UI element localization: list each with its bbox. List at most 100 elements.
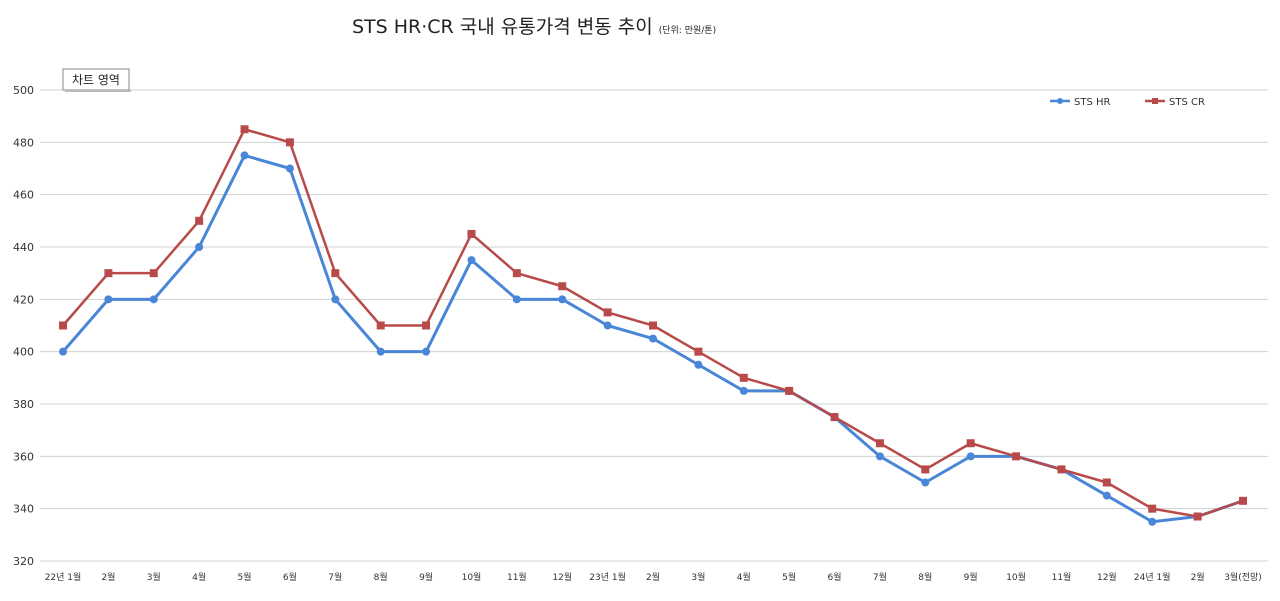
x-tick-label: 2월 bbox=[1191, 571, 1205, 583]
chart-area-label-shadow bbox=[65, 90, 131, 92]
data-point bbox=[1102, 491, 1111, 500]
chart-area-label-text: 차트 영역 bbox=[72, 73, 120, 87]
data-point bbox=[1057, 465, 1066, 474]
data-point bbox=[649, 321, 657, 330]
data-point bbox=[285, 138, 294, 147]
series-sts-hr bbox=[59, 151, 1247, 526]
data-point bbox=[467, 256, 476, 265]
y-tick-label: 340 bbox=[13, 503, 34, 516]
x-tick-label: 2월 bbox=[646, 571, 660, 583]
x-tick-label: 7월 bbox=[328, 571, 342, 583]
x-tick-label: 6월 bbox=[283, 571, 297, 583]
x-tick-label: 2월 bbox=[101, 571, 115, 583]
x-tick-label: 6월 bbox=[828, 571, 842, 583]
data-point bbox=[966, 452, 975, 461]
data-point bbox=[376, 321, 385, 330]
data-point bbox=[512, 295, 521, 304]
data-point bbox=[739, 386, 748, 395]
x-tick-label: 11월 bbox=[1052, 571, 1072, 583]
chart-area-label: 차트 영역 bbox=[62, 68, 131, 92]
data-point bbox=[558, 295, 567, 304]
y-tick-label: 320 bbox=[13, 555, 34, 568]
data-point bbox=[966, 439, 975, 448]
x-tick-label: 4월 bbox=[737, 571, 751, 583]
data-point bbox=[331, 295, 340, 304]
grid-layer bbox=[40, 89, 1268, 562]
data-point bbox=[467, 229, 476, 238]
x-tick-label: 8월 bbox=[374, 571, 388, 583]
x-tick-label: 5월 bbox=[238, 571, 252, 583]
legend-label: STS CR bbox=[1169, 97, 1205, 108]
data-point bbox=[1193, 512, 1202, 521]
x-tick-label: 24년 1월 bbox=[1134, 571, 1171, 583]
legend-item-sts-cr: STS CR bbox=[1145, 97, 1205, 108]
data-point bbox=[739, 373, 748, 382]
data-point bbox=[603, 308, 612, 317]
y-tick-label: 380 bbox=[13, 398, 34, 411]
y-tick-label: 420 bbox=[13, 293, 34, 306]
data-point bbox=[149, 269, 158, 278]
legend-marker bbox=[1152, 98, 1158, 104]
data-point bbox=[785, 386, 794, 395]
data-point bbox=[331, 269, 340, 278]
x-tick-label: 9월 bbox=[419, 571, 433, 583]
x-tick-label: 3월 bbox=[691, 571, 705, 583]
data-point bbox=[285, 164, 294, 173]
data-point bbox=[558, 282, 567, 291]
data-point bbox=[1148, 504, 1157, 513]
x-tick-label: 5월 bbox=[782, 571, 796, 583]
series-layer bbox=[59, 125, 1247, 526]
y-tick-label: 360 bbox=[13, 450, 34, 463]
series-sts-cr bbox=[59, 125, 1247, 521]
x-tick-label: 4월 bbox=[192, 571, 206, 583]
data-point bbox=[1239, 496, 1247, 505]
y-tick-label: 460 bbox=[13, 189, 34, 202]
x-axis-ticks: 22년 1월 2월 3월 4월 5월 6월 7월 8월 9월 10월 11월 12월 23년 1월 2월 3… bbox=[45, 571, 1262, 583]
data-point bbox=[512, 269, 521, 278]
legend-marker bbox=[1057, 98, 1063, 104]
y-tick-label: 500 bbox=[13, 84, 34, 97]
data-point bbox=[104, 295, 113, 304]
x-tick-label: 12월 bbox=[1097, 571, 1117, 583]
data-point bbox=[603, 321, 612, 330]
x-tick-label: 11월 bbox=[507, 571, 527, 583]
data-point bbox=[694, 347, 703, 356]
data-point bbox=[830, 413, 839, 422]
data-point bbox=[694, 360, 703, 369]
data-point bbox=[59, 347, 67, 356]
x-tick-label: 10월 bbox=[462, 571, 482, 583]
data-point bbox=[649, 334, 657, 343]
chart-title: STS HR·CR 국내 유통가격 변동 추이 (단위: 만원/톤) bbox=[352, 16, 716, 38]
data-point bbox=[1148, 517, 1157, 526]
data-point bbox=[240, 151, 249, 160]
data-point bbox=[59, 321, 67, 330]
x-tick-label: 22년 1월 bbox=[45, 571, 82, 583]
data-point bbox=[422, 347, 431, 356]
y-tick-label: 480 bbox=[13, 136, 34, 149]
data-point bbox=[422, 321, 431, 330]
data-point bbox=[376, 347, 385, 356]
data-point bbox=[875, 439, 884, 448]
x-tick-label: 7월 bbox=[873, 571, 887, 583]
data-point bbox=[1102, 478, 1111, 487]
x-tick-label: 12월 bbox=[552, 571, 572, 583]
data-point bbox=[1012, 452, 1021, 461]
y-tick-label: 440 bbox=[13, 241, 34, 254]
x-tick-label: 10월 bbox=[1006, 571, 1026, 583]
data-point bbox=[149, 295, 158, 304]
x-tick-label: 9월 bbox=[964, 571, 978, 583]
legend-item-sts-hr: STS HR bbox=[1050, 97, 1111, 108]
data-point bbox=[240, 125, 249, 134]
chart-unit-note: (단위: 만원/톤) bbox=[659, 25, 716, 36]
data-point bbox=[195, 243, 204, 251]
legend: STS HR STS CR bbox=[1050, 97, 1205, 108]
data-point bbox=[921, 465, 930, 474]
data-point bbox=[921, 478, 930, 487]
x-tick-label: 8월 bbox=[918, 571, 932, 583]
data-point bbox=[195, 216, 204, 225]
x-tick-label: 3월 bbox=[147, 571, 161, 583]
data-point bbox=[104, 269, 113, 278]
y-axis-ticks: 320 340 360 380 400 420 440 460 480 500 bbox=[13, 84, 34, 568]
y-tick-label: 400 bbox=[13, 346, 34, 359]
